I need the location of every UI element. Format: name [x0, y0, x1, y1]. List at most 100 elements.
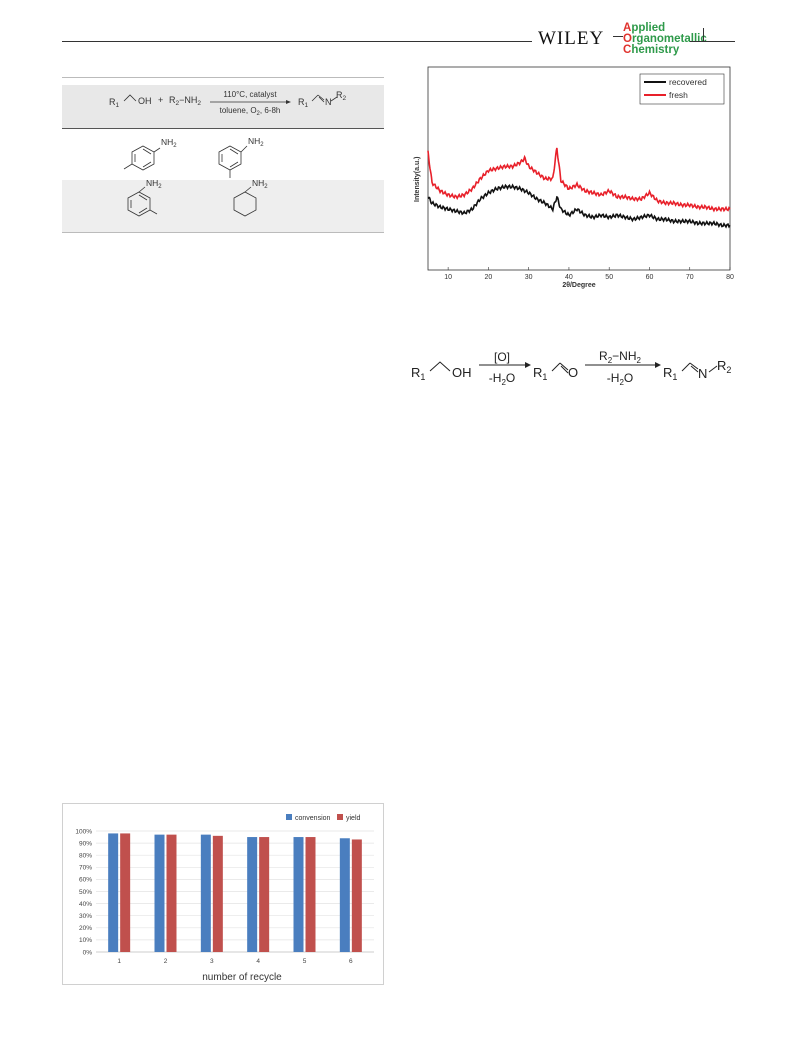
mechanism-scheme: R1 OH [O] -H2O R1 O R2−NH2 -H2O R1 N R2	[411, 349, 731, 387]
xrd-ticks-group: 10 20 30 40 50 60 70 80	[444, 267, 734, 281]
recycle-x-tick-label: 6	[349, 958, 353, 965]
double-bond	[142, 148, 152, 155]
nh2-bond	[244, 186, 252, 193]
bar-yield-3	[212, 835, 223, 952]
mech-arrowhead	[525, 362, 531, 368]
table-rule	[62, 77, 384, 78]
bar-yield-1	[120, 833, 131, 952]
scheme-arrowhead	[286, 100, 291, 104]
recycle-x-tick-label: 3	[210, 958, 214, 965]
recycle-y-tick-label: 100%	[75, 828, 92, 835]
legend-swatch-yield	[337, 814, 343, 820]
scheme-bond	[123, 94, 137, 102]
scheme-r1: R1	[109, 97, 120, 109]
bar-yield-2	[166, 834, 177, 952]
mech-step2-top: R2−NH2	[599, 349, 641, 365]
recycle-y-tick-label: 30%	[79, 913, 92, 920]
xrd-x-tick-label: 30	[525, 274, 533, 281]
scheme-product-r1: R1	[298, 97, 309, 109]
recycle-x-tick-label: 2	[164, 958, 168, 965]
bar-convension-3	[200, 834, 211, 952]
mech-bond	[708, 365, 718, 373]
bar-convension-5	[293, 837, 304, 952]
xrd-y-label: Intensity(a.u.)	[414, 156, 421, 202]
double-bond	[229, 148, 239, 155]
recycle-x-label: number of recycle	[202, 972, 282, 983]
xrd-series-group	[427, 147, 731, 229]
journal-logo-word: rganometallic	[631, 33, 707, 45]
scheme-bond	[317, 94, 325, 101]
amine-label: NH2	[252, 178, 268, 190]
xrd-x-tick-label: 40	[565, 274, 573, 281]
mech-n: N	[698, 366, 707, 381]
recycle-x-tick-label: 4	[256, 958, 260, 965]
header-tick	[703, 28, 704, 41]
mech-r1c: R1	[663, 365, 677, 382]
legend-swatch-conversion	[286, 814, 292, 820]
mech-bond	[551, 362, 561, 372]
recycle-grid	[96, 830, 374, 953]
mech-carbonyl-o: O	[568, 365, 578, 380]
publisher-logo: WILEY	[538, 28, 605, 49]
recycle-y-tick-label: 10%	[79, 937, 92, 944]
xrd-series-recovered	[427, 183, 731, 229]
mech-bond	[560, 365, 569, 374]
bar-convension-4	[247, 837, 258, 952]
mech-bond	[689, 362, 699, 370]
legend-label-fresh: fresh	[669, 90, 688, 100]
mech-bond	[690, 365, 699, 373]
bar-convension-2	[154, 834, 165, 952]
legend-label-conversion: convension	[295, 815, 331, 822]
xrd-legend	[639, 73, 725, 105]
recycle-y-tick-label: 20%	[79, 925, 92, 932]
xrd-chart: 10 20 30 40 50 60 70 80 2θ/Degree Intensity(a.u…	[414, 66, 734, 289]
mech-bond	[429, 361, 451, 372]
methyl-bond	[149, 209, 158, 215]
nh2-bond	[240, 145, 248, 153]
amine-label: NH2	[146, 178, 162, 190]
table-rule	[62, 232, 384, 233]
header-rule	[613, 36, 623, 37]
xrd-x-tick-label: 50	[605, 274, 613, 281]
table-header-row	[62, 85, 384, 128]
double-bond	[138, 194, 148, 201]
mech-step1-top: [O]	[494, 350, 510, 364]
legend-label-yield: yield	[346, 815, 361, 822]
table-row	[62, 180, 384, 232]
scheme-product-r2: R2	[336, 90, 347, 102]
scheme-plus: +	[158, 95, 163, 105]
nh2-bond	[153, 147, 161, 153]
mech-bond	[681, 362, 691, 372]
scheme-condition-top: 110°C, catalyst	[223, 90, 277, 99]
header-rule	[62, 41, 532, 42]
recycle-bars	[108, 833, 362, 952]
recycle-y-tick-label: 0%	[83, 949, 93, 956]
mech-oh: OH	[452, 365, 472, 380]
scheme-bond	[318, 96, 325, 103]
bar-yield-5	[305, 837, 316, 952]
journal-logo-word: pplied	[631, 22, 666, 34]
bar-convension-6	[339, 838, 350, 952]
mech-r1b: R1	[533, 365, 547, 382]
bar-yield-6	[351, 839, 362, 952]
recycle-y-tick-label: 70%	[79, 865, 92, 872]
scheme-r2: R2−NH2	[169, 95, 201, 107]
legend-label-recovered: recovered	[669, 77, 707, 87]
mech-arrowhead	[655, 362, 661, 368]
scheme-bond	[311, 94, 319, 102]
cyclohexane-ring	[233, 191, 257, 217]
bar-convension-1	[108, 833, 119, 952]
recycle-y-tick-label: 90%	[79, 840, 92, 847]
recycle-chart: 0%10%20%30%40%50%60%70%80%90%100%1 2 3 4 5 6 …	[62, 803, 384, 985]
mech-r1: R1	[411, 365, 425, 382]
double-bond	[142, 161, 152, 168]
xrd-x-tick-label: 20	[485, 274, 493, 281]
methyl-bond	[123, 163, 133, 170]
recycle-x-tick-label: 5	[303, 958, 307, 965]
recycle-y-tick-label: 60%	[79, 877, 92, 884]
recycle-ticks: 0% 10% 20% 30% 40% 50% 60% 70% 80% 90% 100% 1 2 3 4 5 6	[75, 828, 353, 965]
bar-yield-4	[259, 837, 270, 952]
journal-logo-letter: A	[623, 22, 632, 34]
xrd-x-tick-label: 10	[444, 274, 452, 281]
double-bond	[138, 207, 148, 214]
